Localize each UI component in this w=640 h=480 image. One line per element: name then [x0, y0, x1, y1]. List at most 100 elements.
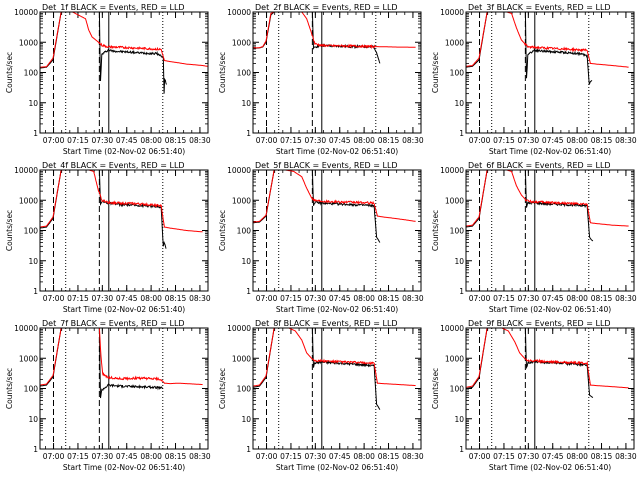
y-tick-label: 10	[241, 257, 251, 266]
series-lld-line	[253, 12, 416, 50]
panel-8: Det_8f BLACK = Events, RED = LLD Counts/s…	[218, 319, 424, 472]
y-tick-label: 1	[246, 129, 251, 138]
x-tick-label: 07:00	[256, 294, 278, 303]
panel-title: Det_1f BLACK = Events, RED = LLD	[42, 3, 185, 12]
panel-title: Det_5f BLACK = Events, RED = LLD	[255, 161, 398, 170]
panel-3: Det_3f BLACK = Events, RED = LLD Counts/s…	[431, 3, 637, 156]
x-tick-label: 07:30	[92, 294, 114, 303]
y-axis-label: Counts/sec	[431, 368, 440, 409]
series-events-line	[253, 12, 381, 64]
series-events-line	[466, 328, 594, 399]
panel-title: Det_3f BLACK = Events, RED = LLD	[468, 3, 611, 12]
x-tick-label: 08:15	[591, 294, 613, 303]
x-tick-label: 08:15	[591, 452, 613, 461]
y-tick-label: 100	[450, 69, 465, 78]
y-tick-label: 1	[33, 287, 38, 296]
plot-frame	[465, 11, 635, 134]
x-axis-label: Start Time (02-Nov-02 06:51:40)	[489, 305, 611, 314]
x-tick-label: 08:30	[402, 452, 424, 461]
y-tick-label: 1	[459, 445, 464, 454]
panel-title: Det_2f BLACK = Events, RED = LLD	[255, 3, 398, 12]
panel-title: Det_9f BLACK = Events, RED = LLD	[468, 319, 611, 328]
y-tick-label: 100	[237, 385, 252, 394]
y-tick-label: 1	[246, 445, 251, 454]
x-tick-label: 08:00	[566, 452, 588, 461]
series-lld-line	[40, 328, 203, 386]
plot-frame	[39, 327, 209, 450]
x-axis-label: Start Time (02-Nov-02 06:51:40)	[63, 463, 185, 472]
series-events-line	[40, 170, 167, 249]
x-tick-label: 07:45	[542, 452, 564, 461]
x-tick-label: 07:15	[493, 294, 515, 303]
x-tick-label: 07:00	[469, 452, 491, 461]
series-lld-line	[40, 12, 208, 68]
x-tick-label: 08:30	[189, 294, 211, 303]
plot-frame	[39, 169, 209, 292]
x-tick-label: 07:30	[305, 136, 327, 145]
panel-5: Det_5f BLACK = Events, RED = LLD Counts/s…	[218, 161, 424, 314]
x-axis-label: Start Time (02-Nov-02 06:51:40)	[63, 305, 185, 314]
x-tick-label: 07:45	[542, 294, 564, 303]
y-tick-label: 1000	[19, 38, 38, 47]
y-tick-label: 1000	[232, 196, 251, 205]
panel-title: Det_4f BLACK = Events, RED = LLD	[42, 161, 185, 170]
y-tick-label: 100	[450, 385, 465, 394]
y-tick-label: 10000	[227, 166, 251, 175]
x-tick-label: 08:00	[140, 136, 162, 145]
y-tick-label: 10	[241, 415, 251, 424]
x-tick-label: 07:00	[256, 452, 278, 461]
y-tick-label: 100	[237, 227, 252, 236]
series-events-line	[466, 170, 594, 242]
y-tick-label: 100	[237, 69, 252, 78]
x-axis-label: Start Time (02-Nov-02 06:51:40)	[489, 463, 611, 472]
x-tick-label: 07:15	[493, 136, 515, 145]
x-tick-label: 08:15	[165, 294, 187, 303]
x-tick-label: 08:15	[378, 294, 400, 303]
y-tick-label: 100	[450, 227, 465, 236]
x-tick-label: 07:15	[280, 452, 302, 461]
panel-2: Det_2f BLACK = Events, RED = LLD Counts/s…	[218, 3, 424, 156]
y-axis-label: Counts/sec	[5, 210, 14, 251]
x-tick-label: 07:15	[280, 136, 302, 145]
x-tick-label: 08:15	[591, 136, 613, 145]
y-tick-label: 1000	[19, 196, 38, 205]
x-tick-label: 07:15	[67, 452, 89, 461]
y-tick-label: 10	[28, 99, 38, 108]
y-tick-label: 10000	[440, 166, 464, 175]
panel-4: Det_4f BLACK = Events, RED = LLD Counts/s…	[5, 161, 211, 314]
x-tick-label: 08:00	[353, 136, 375, 145]
x-tick-label: 07:00	[43, 136, 65, 145]
x-axis-label: Start Time (02-Nov-02 06:51:40)	[489, 147, 611, 156]
y-tick-label: 1000	[232, 38, 251, 47]
series-lld-line	[253, 328, 416, 387]
x-tick-label: 08:15	[378, 452, 400, 461]
y-tick-label: 10000	[440, 8, 464, 17]
y-tick-label: 100	[24, 69, 39, 78]
x-tick-label: 08:30	[189, 136, 211, 145]
panel-title: Det_6f BLACK = Events, RED = LLD	[468, 161, 611, 170]
series-lld-line	[466, 170, 629, 227]
panel-9: Det_9f BLACK = Events, RED = LLD Counts/s…	[431, 319, 637, 472]
x-tick-label: 08:00	[353, 452, 375, 461]
x-tick-label: 07:15	[280, 294, 302, 303]
plot-frame	[465, 169, 635, 292]
x-tick-label: 07:45	[116, 452, 138, 461]
x-tick-label: 07:00	[469, 136, 491, 145]
x-tick-label: 07:30	[518, 136, 540, 145]
x-axis-label: Start Time (02-Nov-02 06:51:40)	[276, 463, 398, 472]
y-tick-label: 1	[33, 129, 38, 138]
series-lld-line	[466, 328, 629, 389]
x-tick-label: 07:30	[92, 452, 114, 461]
x-tick-label: 07:45	[329, 136, 351, 145]
y-tick-label: 10000	[227, 324, 251, 333]
y-tick-label: 1000	[232, 354, 251, 363]
x-tick-label: 07:30	[518, 452, 540, 461]
x-tick-label: 07:30	[305, 452, 327, 461]
x-tick-label: 08:30	[615, 452, 637, 461]
x-tick-label: 08:00	[140, 452, 162, 461]
y-axis-label: Counts/sec	[218, 210, 227, 251]
y-axis-label: Counts/sec	[5, 368, 14, 409]
x-tick-label: 08:00	[140, 294, 162, 303]
y-tick-label: 10	[454, 415, 464, 424]
x-tick-label: 08:15	[165, 452, 187, 461]
